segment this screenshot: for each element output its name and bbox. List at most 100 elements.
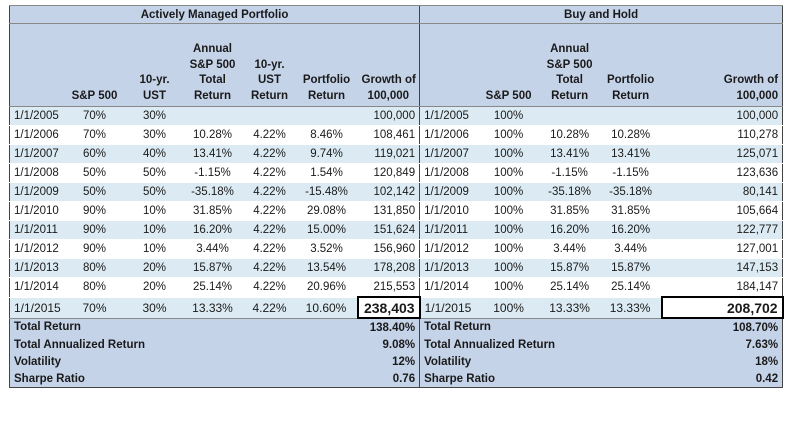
table-row: 1/1/2008 50% 50% -1.15% 4.22% 1.54% 120,849 1/1… <box>9 163 783 183</box>
value-cell: 90% <box>61 220 128 240</box>
summary-value: 0.76 <box>243 370 420 388</box>
value-cell: 125,071 <box>661 144 783 164</box>
date-cell: 1/1/2014 <box>9 277 62 298</box>
value-cell: 147,153 <box>661 258 783 278</box>
value-cell: 13.41% <box>599 144 662 164</box>
right-header-cell <box>419 23 478 107</box>
value-cell: -35.18% <box>599 182 662 202</box>
value-cell: 100,000 <box>661 106 783 126</box>
summary-value: 0.42 <box>599 370 783 388</box>
value-cell: 123,636 <box>661 163 783 183</box>
table-row: 1/1/2015 70% 30% 13.33% 4.22% 10.60% 238,403 1/… <box>9 296 784 319</box>
value-cell: 31.85% <box>599 201 662 221</box>
value-cell: -35.18% <box>181 182 244 202</box>
value-cell: -35.18% <box>539 182 600 202</box>
date-cell: 1/1/2012 <box>9 239 62 259</box>
date-cell: 1/1/2005 <box>419 106 478 126</box>
value-cell: 70% <box>61 125 128 145</box>
value-cell: 31.85% <box>181 201 244 221</box>
summary-label: Volatility <box>9 353 244 370</box>
value-cell: 80% <box>61 258 128 278</box>
value-cell: 120,849 <box>357 163 420 183</box>
value-cell: 4.22% <box>243 277 296 298</box>
value-cell: 4.22% <box>243 163 296 183</box>
date-cell: 1/1/2010 <box>419 201 478 221</box>
value-cell: 50% <box>127 163 182 183</box>
value-cell: 3.44% <box>181 239 244 259</box>
date-cell: 1/1/2006 <box>419 125 478 145</box>
value-cell: 119,021 <box>357 144 420 164</box>
value-cell: -1.15% <box>539 163 600 183</box>
value-cell: 4.22% <box>243 220 296 240</box>
value-cell: 208,702 <box>660 296 784 319</box>
value-cell: 100,000 <box>357 106 420 126</box>
left-header-cell: 10-yr. UST Return <box>243 23 296 107</box>
value-cell: 1.54% <box>295 163 358 183</box>
date-cell: 1/1/2012 <box>419 239 478 259</box>
value-cell <box>181 106 244 126</box>
value-cell: 10.28% <box>181 125 244 145</box>
right-header-cell: Growth of 100,000 <box>661 23 783 107</box>
value-cell: 20.96% <box>295 277 358 298</box>
value-cell: 31.85% <box>539 201 600 221</box>
value-cell: 178,208 <box>357 258 420 278</box>
value-cell: 16.20% <box>599 220 662 240</box>
value-cell: -1.15% <box>181 163 244 183</box>
right-header-cell: Portfolio Return <box>599 23 662 107</box>
value-cell: 15.87% <box>599 258 662 278</box>
value-cell: 50% <box>61 163 128 183</box>
value-cell: 4.22% <box>243 182 296 202</box>
value-cell: 60% <box>61 144 128 164</box>
table-row: 1/1/2013 80% 20% 15.87% 4.22% 13.54% 178,208 1/… <box>9 258 783 278</box>
value-cell: 100% <box>477 125 540 145</box>
left-header-cell: Annual S&P 500 Total Return <box>181 23 244 107</box>
value-cell: 4.22% <box>243 201 296 221</box>
value-cell: 131,850 <box>357 201 420 221</box>
summary-label: Sharpe Ratio <box>419 370 600 388</box>
value-cell: 100% <box>477 239 540 259</box>
value-cell: 215,553 <box>357 277 420 298</box>
value-cell: 15.87% <box>539 258 600 278</box>
date-cell: 1/1/2009 <box>419 182 478 202</box>
value-cell: 90% <box>61 239 128 259</box>
value-cell: 100% <box>477 144 540 164</box>
summary-label: Total Annualized Return <box>419 336 600 353</box>
value-cell: 70% <box>61 297 128 319</box>
date-cell: 1/1/2008 <box>9 163 62 183</box>
value-cell: 100% <box>477 201 540 221</box>
value-cell: 15.00% <box>295 220 358 240</box>
value-cell: -15.48% <box>295 182 358 202</box>
value-cell: 20% <box>127 277 182 298</box>
date-cell: 1/1/2006 <box>9 125 62 145</box>
value-cell: 8.46% <box>295 125 358 145</box>
value-cell: 4.22% <box>243 144 296 164</box>
value-cell: 105,664 <box>661 201 783 221</box>
value-cell: 102,142 <box>357 182 420 202</box>
summary-value: 108.70% <box>599 318 783 336</box>
date-cell: 1/1/2007 <box>419 144 478 164</box>
value-cell: 50% <box>127 182 182 202</box>
summary-value: 9.08% <box>243 336 420 353</box>
left-header-cell: 10-yr. UST <box>127 23 182 107</box>
value-cell: 110,278 <box>661 125 783 145</box>
value-cell: 100% <box>477 182 540 202</box>
portfolio-comparison: Actively Managed Portfolio Buy and Hold S&… <box>9 5 784 388</box>
value-cell: 13.33% <box>599 297 662 319</box>
right-header-cell: Annual S&P 500 Total Return <box>539 23 600 107</box>
value-cell: 16.20% <box>539 220 600 240</box>
value-cell: 127,001 <box>661 239 783 259</box>
date-cell: 1/1/2015 <box>419 297 478 319</box>
table-row: 1/1/2010 90% 10% 31.85% 4.22% 29.08% 131,850 1/… <box>9 201 783 221</box>
value-cell: 10% <box>127 201 182 221</box>
right-header-cell: S&P 500 <box>477 23 540 107</box>
value-cell: 100% <box>477 163 540 183</box>
value-cell: 70% <box>61 106 128 126</box>
value-cell: 13.54% <box>295 258 358 278</box>
value-cell: 100% <box>477 297 540 319</box>
value-cell: 9.74% <box>295 144 358 164</box>
summary-label: Volatility <box>419 353 600 370</box>
left-header-cell: Growth of 100,000 <box>357 23 420 107</box>
summary-value: 7.63% <box>599 336 783 353</box>
value-cell: 10.60% <box>295 297 358 319</box>
value-cell: 90% <box>61 201 128 221</box>
